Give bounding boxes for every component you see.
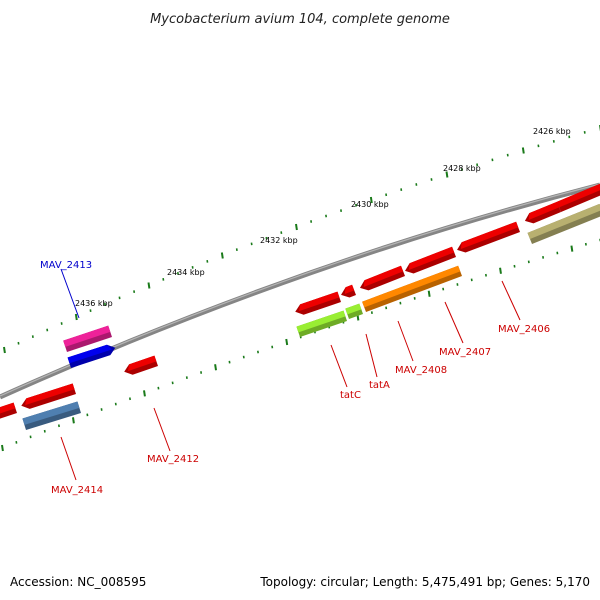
gene-feature-red-highlight xyxy=(344,284,355,294)
major-tick xyxy=(147,282,151,289)
gene-label-mav-2412[interactable]: MAV_2412 xyxy=(147,454,199,465)
tick-label: 2434 kbp xyxy=(167,268,205,277)
gene-label-mav-2408[interactable]: MAV_2408 xyxy=(395,365,447,376)
gene-feature-red[interactable] xyxy=(21,383,76,409)
tick-label: 2432 kbp xyxy=(260,236,298,245)
gene-feature-red[interactable] xyxy=(405,246,456,274)
gene-label-mav-2407[interactable]: MAV_2407 xyxy=(439,347,491,358)
gene-feature-red-highlight xyxy=(0,402,16,414)
gene-feature-blue-highlight xyxy=(67,344,112,364)
gene-label-mav-2413[interactable]: MAV_2413 xyxy=(40,260,92,271)
gene-feature-red-highlight xyxy=(363,265,404,287)
major-tick xyxy=(143,390,146,397)
major-tick xyxy=(285,338,289,346)
leader-line xyxy=(153,407,171,452)
gene-feature-lime[interactable] xyxy=(345,303,363,319)
leader-line xyxy=(501,280,521,321)
gene-feature-red[interactable] xyxy=(556,183,600,212)
major-tick xyxy=(220,252,224,259)
gene-feature-red-highlight xyxy=(128,355,157,372)
gene-feature-magenta[interactable] xyxy=(63,325,112,352)
major-tick xyxy=(499,267,502,274)
leader-line xyxy=(365,333,378,378)
major-tick xyxy=(427,290,431,297)
gene-feature-magenta-highlight xyxy=(63,325,111,347)
major-tick xyxy=(570,245,574,252)
gene-feature-orange[interactable] xyxy=(362,265,462,312)
gene-feature-lime[interactable] xyxy=(296,310,347,337)
gene-feature-red[interactable] xyxy=(124,355,158,375)
gene-feature-red[interactable] xyxy=(524,201,561,224)
leader-line xyxy=(60,268,80,319)
topology-text: Topology: circular; Length: 5,475,491 bp… xyxy=(259,575,590,589)
map-title: Mycobacterium avium 104, complete genome xyxy=(150,12,450,27)
gene-feature-steelblue-highlight xyxy=(22,401,80,425)
gene-feature-red[interactable] xyxy=(359,265,405,291)
tick-label: 2426 kbp xyxy=(533,127,571,136)
gene-label-mav-2414[interactable]: MAV_2414 xyxy=(51,485,103,496)
gene-feature-red[interactable] xyxy=(295,291,341,315)
genome-backbone xyxy=(0,182,600,400)
leader-line xyxy=(60,436,77,481)
gene-feature-red-highlight xyxy=(528,201,560,220)
major-tick xyxy=(1,444,4,452)
gene-label-mav-2406[interactable]: MAV_2406 xyxy=(498,324,550,335)
major-tick xyxy=(71,417,75,424)
leader-line xyxy=(330,344,348,388)
gene-feature-orange-highlight xyxy=(362,265,461,308)
inner-tick-ring xyxy=(1,238,600,452)
label-leaders xyxy=(60,268,521,481)
gene-feature-red-highlight xyxy=(299,291,340,312)
gene-feature-red-highlight xyxy=(408,246,455,270)
major-tick xyxy=(74,313,78,321)
gene-feature-red-highlight xyxy=(460,221,519,250)
gene-feature-lime-highlight xyxy=(296,310,346,333)
leader-line xyxy=(397,320,414,362)
tick-label: 2428 kbp xyxy=(443,164,481,173)
tick-label: 2430 kbp xyxy=(351,200,389,209)
gene-feature-steelblue[interactable] xyxy=(22,401,81,430)
leader-line xyxy=(444,301,464,344)
gene-features xyxy=(0,183,600,430)
gene-labels: MAV_2406 MAV_2407 MAV_2408 tatA tatC MAV_2412… xyxy=(40,260,550,496)
major-tick xyxy=(445,171,449,178)
major-tick xyxy=(214,364,218,371)
outer-tick-ring xyxy=(3,125,600,354)
gene-feature-red-highlight xyxy=(25,383,75,406)
gene-feature-lime-highlight xyxy=(345,303,362,315)
accession-text: Accession: NC_008595 xyxy=(10,575,146,589)
major-tick xyxy=(295,223,298,231)
genome-backbone-highlight xyxy=(0,183,600,397)
gene-feature-khaki-highlight xyxy=(527,203,600,239)
major-tick xyxy=(369,196,373,204)
gene-feature-blue[interactable] xyxy=(67,344,116,368)
gene-feature-khaki[interactable] xyxy=(527,203,600,244)
gene-feature-red-highlight xyxy=(556,183,600,208)
tick-label: 2436 kbp xyxy=(75,299,113,308)
major-tick xyxy=(3,346,6,354)
gene-label-tatc[interactable]: tatC xyxy=(340,390,361,401)
gene-feature-red[interactable] xyxy=(0,402,17,420)
tick-label-group: 2426 kbp 2428 kbp 2430 kbp 2432 kbp 2434 kbp… xyxy=(75,127,571,308)
gene-feature-red[interactable] xyxy=(341,284,356,298)
major-tick xyxy=(521,147,525,154)
gene-label-tata[interactable]: tatA xyxy=(369,380,390,391)
gene-feature-red[interactable] xyxy=(457,221,520,253)
